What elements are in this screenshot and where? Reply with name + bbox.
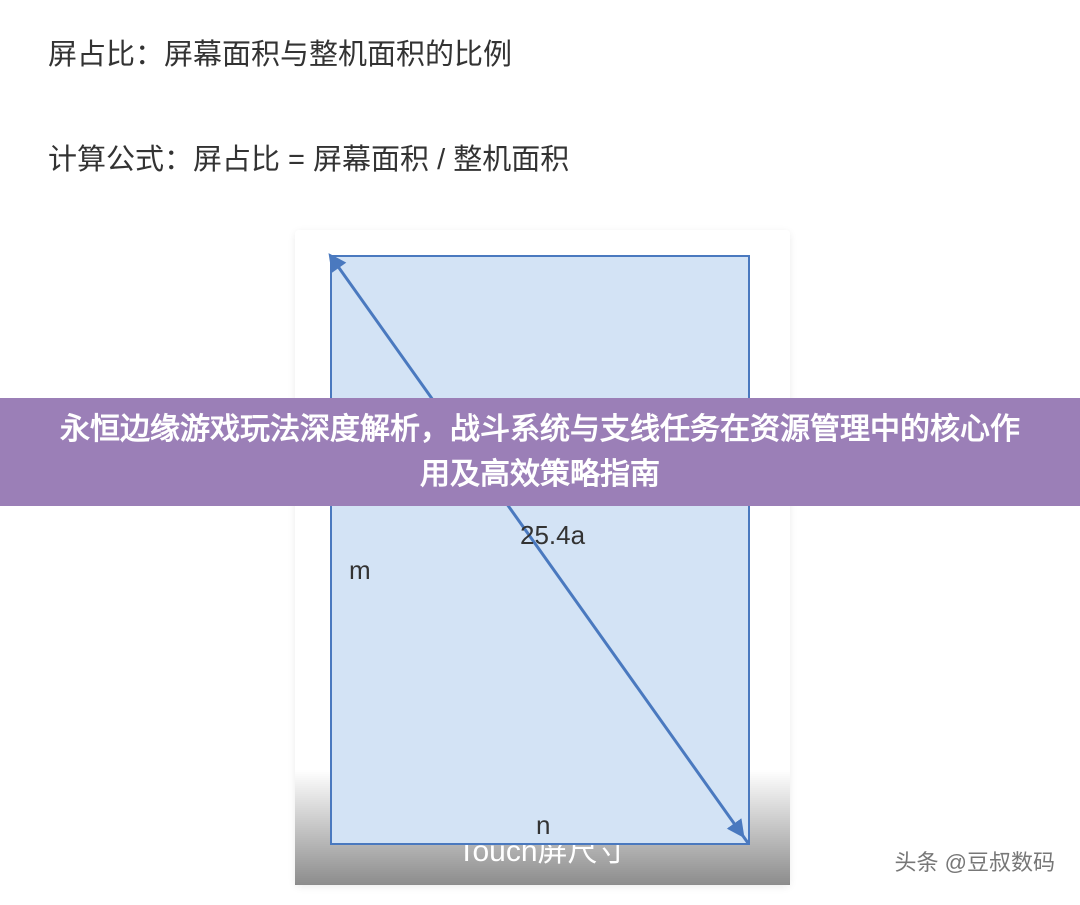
- watermark-text: 头条 @豆叔数码: [895, 845, 1055, 877]
- overlay-banner: 永恒边缘游戏玩法深度解析，战斗系统与支线任务在资源管理中的核心作用及高效策略指南: [0, 398, 1080, 506]
- label-diagonal: 25.4a: [520, 520, 585, 551]
- definition-text: 屏占比：屏幕面积与整机面积的比例: [48, 35, 512, 76]
- formula-text: 计算公式：屏占比 = 屏幕面积 / 整机面积: [48, 140, 569, 181]
- label-m: m: [349, 555, 371, 586]
- label-n: n: [536, 810, 550, 841]
